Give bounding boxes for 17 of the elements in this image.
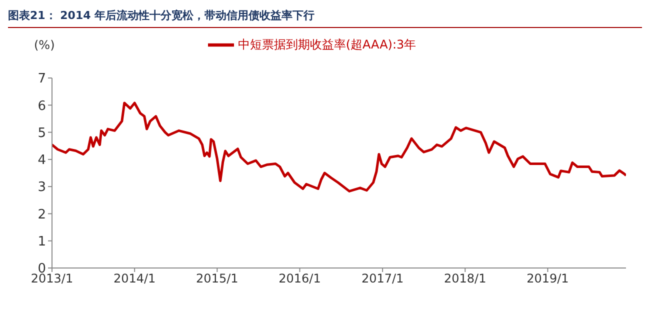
y-tick-label: 7 <box>38 72 46 87</box>
x-tick-label: 2018/1 <box>444 272 486 286</box>
y-axis-title: (%) <box>34 38 55 52</box>
x-tick-label: 2019/1 <box>526 272 569 286</box>
x-tick-label: 2015/1 <box>196 272 238 286</box>
y-tick-label: 3 <box>38 180 46 196</box>
x-tick-label: 2014/1 <box>113 272 156 286</box>
y-tick-label: 4 <box>38 153 46 168</box>
y-tick-label: 1 <box>38 234 46 250</box>
y-tick-label: 2 <box>38 207 46 222</box>
legend-label: 中短票据到期收益率(超AAA):3年 <box>238 37 416 52</box>
y-tick-label: 5 <box>38 126 46 141</box>
chart-title: 图表21： 2014 年后流动性十分宽松，带动信用债收益率下行 <box>8 8 642 28</box>
y-tick-label: 6 <box>38 98 46 114</box>
line-series <box>52 102 626 192</box>
x-tick-label: 2017/1 <box>361 272 404 286</box>
x-tick-label: 2016/1 <box>278 272 321 286</box>
